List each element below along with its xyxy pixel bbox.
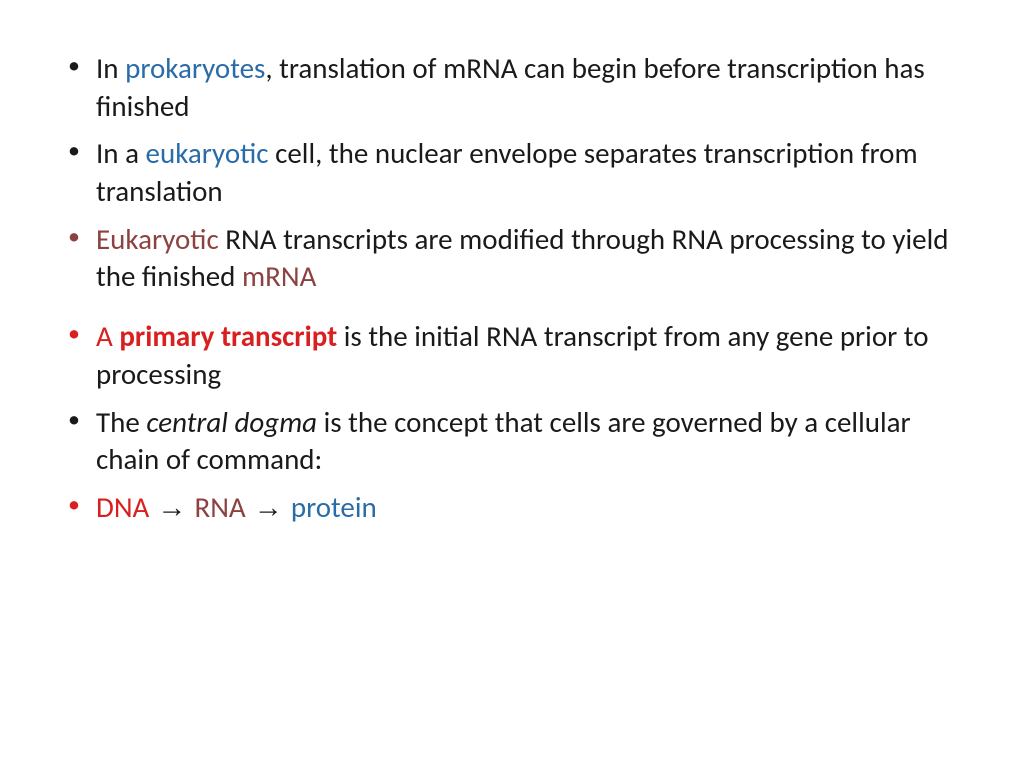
text-run: RNA transcripts are modified through RNA… [96, 221, 948, 295]
bullet-item: In prokaryotes, translation of mRNA can … [60, 50, 964, 125]
bullet-list: In prokaryotes, translation of mRNA can … [60, 50, 964, 528]
bullet-item: The central dogma is the concept that ce… [60, 404, 964, 479]
text-run: A [96, 318, 119, 354]
text-run: In a [96, 135, 146, 171]
text-run: In [96, 50, 125, 86]
text-run: → [246, 492, 291, 524]
text-run: central dogma [146, 404, 317, 440]
text-run: RNA [194, 489, 245, 525]
text-run: The [96, 404, 146, 440]
text-run: protein [291, 489, 377, 525]
text-run: mRNA [242, 258, 316, 294]
bullet-item: In a eukaryotic cell, the nuclear envelo… [60, 135, 964, 210]
text-run: → [149, 492, 194, 524]
bullet-item: DNA → RNA → protein [60, 489, 964, 528]
text-run: Eukaryotic [96, 221, 219, 257]
bullet-item: Eukaryotic RNA transcripts are modified … [60, 221, 964, 296]
text-run: DNA [96, 489, 149, 525]
text-run: eukaryotic [146, 135, 269, 171]
text-run: primary transcript [119, 318, 337, 354]
text-run: prokaryotes [125, 50, 265, 86]
bullet-item: A primary transcript is the initial RNA … [60, 318, 964, 393]
